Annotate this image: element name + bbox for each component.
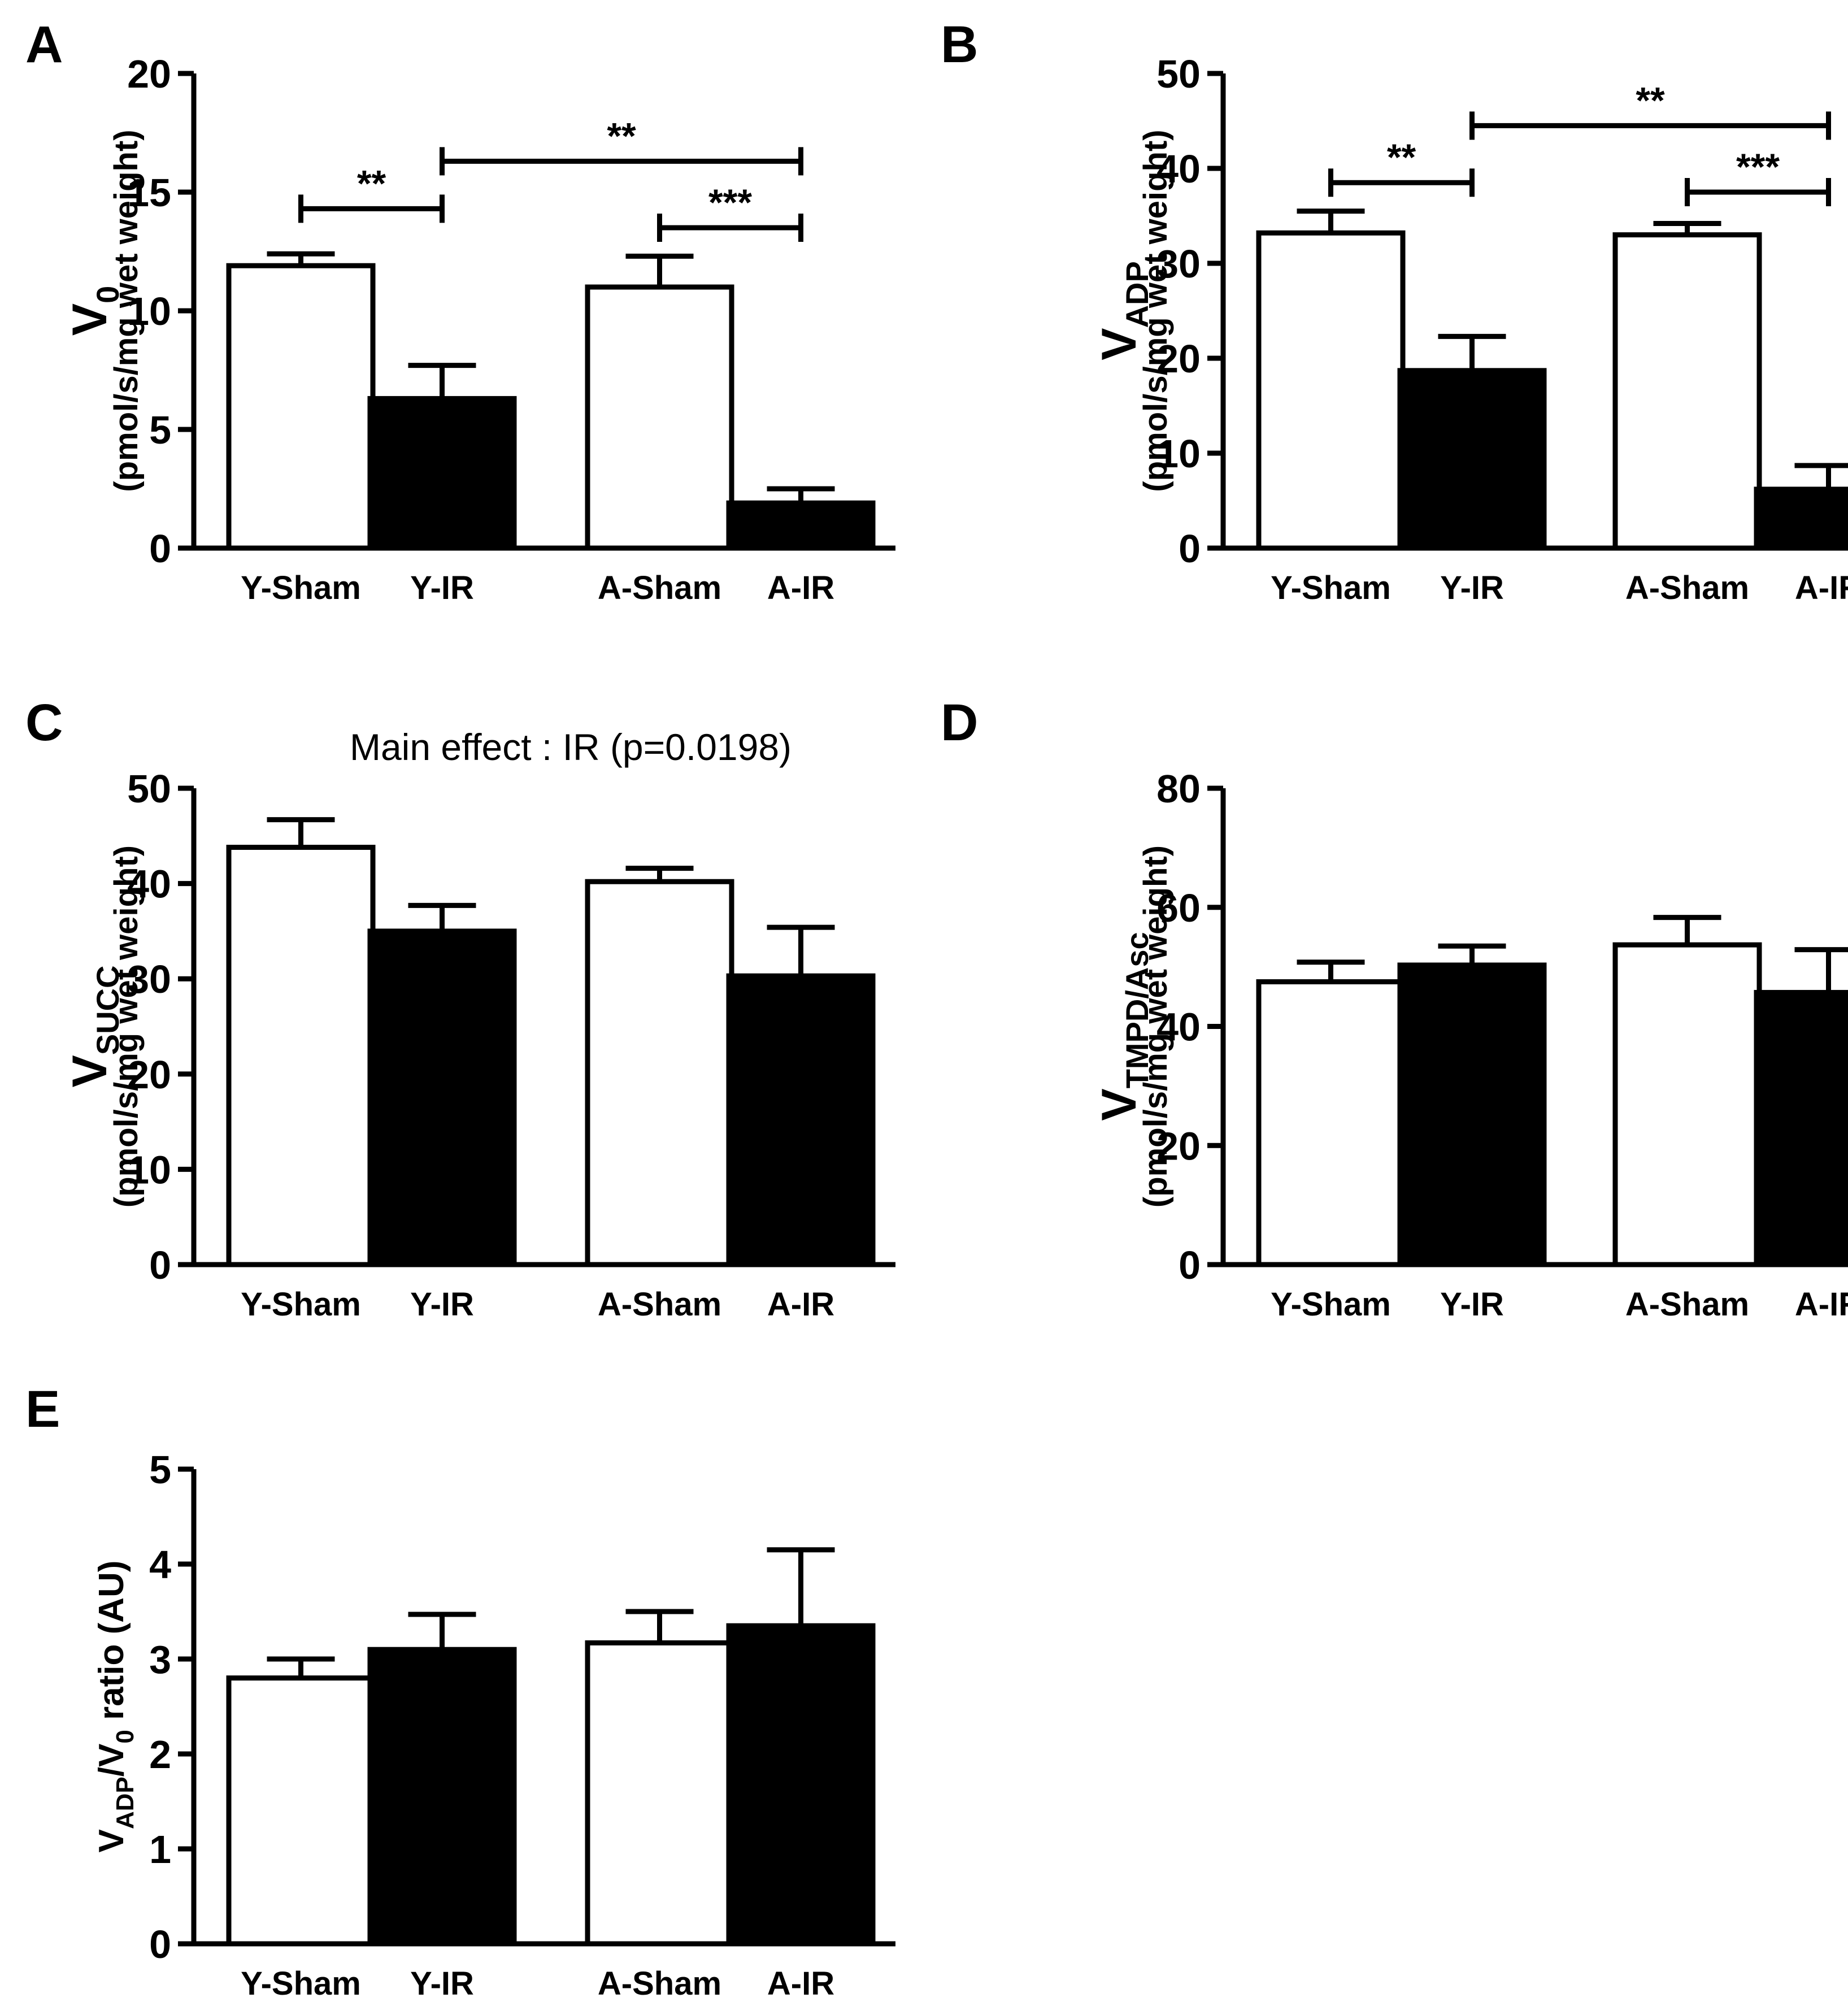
category-label: A-IR	[1795, 570, 1848, 606]
y-tick-label: 15	[127, 171, 171, 215]
bar	[1397, 368, 1547, 551]
y-tick-label: 50	[1156, 52, 1201, 96]
y-axis-label: VTMPD/Asc	[1092, 932, 1155, 1121]
category-label: Y-Sham	[1271, 1286, 1391, 1323]
y-tick-label: 10	[127, 1148, 171, 1192]
y-tick-label: 20	[127, 1053, 171, 1097]
category-label: Y-IR	[410, 1965, 474, 2002]
category-label: Y-IR	[410, 1286, 474, 1323]
panel-A: AY-Sham Y-IR A-Sham A-IR05101520*******V0(p…	[25, 16, 895, 606]
bar	[726, 973, 876, 1267]
y-tick-label: 0	[1179, 1243, 1201, 1287]
y-tick-label: 0	[149, 1922, 171, 1966]
bar	[1397, 962, 1547, 1267]
category-label: Y-Sham	[241, 570, 361, 606]
y-tick-label: 40	[127, 862, 171, 906]
category-label: Y-IR	[1440, 570, 1504, 606]
y-tick-label: 80	[1156, 767, 1201, 811]
category-label: A-IR	[767, 570, 834, 606]
y-tick-label: 40	[1156, 147, 1201, 191]
y-axis-units: (pmol/s/mg wet weight)	[1137, 845, 1174, 1208]
y-tick-label: 2	[149, 1732, 171, 1777]
y-tick-label: 20	[1156, 337, 1201, 381]
y-tick-label: 3	[149, 1638, 171, 1682]
panel-C: C Main effect : IR (p=0.0198) Y-Sham Y-IR A-…	[25, 694, 895, 1323]
y-axis-label: VSUCC	[63, 965, 125, 1087]
y-tick-label: 0	[149, 1243, 171, 1287]
category-label: A-Sham	[1625, 570, 1749, 606]
bar	[1754, 487, 1848, 551]
panel-B: BY-ShamY-IRA-ShamA-IR01020304050*******V…	[941, 16, 1848, 606]
y-tick-label: 50	[127, 767, 171, 811]
panel-letter: B	[941, 16, 978, 73]
y-axis-units: (pmol/s/mg wet weight)	[108, 845, 145, 1208]
y-tick-label: 40	[1156, 1005, 1201, 1049]
bar	[226, 263, 376, 551]
category-label: A-Sham	[598, 1965, 721, 2002]
bar	[1754, 989, 1848, 1267]
category-label: A-IR	[767, 1286, 834, 1323]
category-label: A-Sham	[598, 570, 721, 606]
bar	[367, 928, 517, 1267]
y-tick-label: 5	[149, 408, 171, 452]
panel-letter: C	[25, 694, 63, 752]
bar	[585, 1640, 734, 1947]
bar	[226, 1675, 376, 1947]
bar	[1612, 942, 1762, 1267]
significance-label: **	[1387, 136, 1416, 178]
panel-letter: D	[941, 694, 978, 752]
y-tick-label: 0	[1179, 527, 1201, 571]
y-tick-label: 60	[1156, 886, 1201, 930]
y-tick-label: 5	[149, 1448, 171, 1492]
significance-label: **	[357, 162, 386, 204]
y-tick-label: 4	[149, 1543, 171, 1587]
y-tick-label: 0	[149, 527, 171, 571]
category-label: A-Sham	[1625, 1286, 1749, 1323]
category-label: A-IR	[1795, 1286, 1848, 1323]
y-tick-label: 10	[127, 289, 171, 333]
y-axis-label: VADP	[1092, 261, 1155, 361]
category-label: A-IR	[767, 1965, 834, 2002]
significance-label: ***	[1736, 146, 1780, 188]
category-label: Y-Sham	[1271, 570, 1391, 606]
significance-label: **	[1636, 79, 1665, 121]
category-label: A-Sham	[598, 1286, 721, 1323]
bar	[367, 1647, 517, 1947]
category-label: Y-Sham	[241, 1286, 361, 1323]
panel-E: E Y-Sham Y-IR A-Sham A-IR 0 1 2 3 4 5 VADP/V0 ratio…	[25, 1380, 895, 2002]
bar	[1256, 230, 1406, 551]
bar	[585, 879, 734, 1267]
y-tick-label: 20	[127, 52, 171, 96]
bar	[726, 1623, 876, 1947]
y-tick-label: 20	[1156, 1124, 1201, 1168]
y-tick-label: 10	[1156, 432, 1201, 476]
bar	[726, 500, 876, 551]
panel-letter: E	[25, 1380, 60, 1438]
category-label: Y-Sham	[241, 1965, 361, 2002]
y-axis-label: V0	[63, 286, 125, 336]
panel-letter: A	[25, 16, 63, 73]
y-axis-units: (pmol/s/mg wet weight)	[1137, 129, 1174, 492]
panel-subtitle: Main effect : IR (p=0.0198)	[350, 726, 792, 768]
significance-label: ***	[708, 181, 752, 223]
significance-label: **	[607, 115, 636, 157]
y-tick-label: 30	[127, 957, 171, 1001]
y-axis-label: VADP/V0 ratio (AU)	[92, 1561, 139, 1853]
category-label: Y-IR	[1440, 1286, 1504, 1323]
bar	[1256, 979, 1406, 1267]
category-label: Y-IR	[410, 570, 474, 606]
panel-D: D Y-Sham Y-IR A-Sham A-IR 0 20 40 60 80 VTMPD/Asc(…	[941, 694, 1848, 1323]
bar	[585, 284, 734, 551]
y-tick-label: 30	[1156, 242, 1201, 286]
bar	[1612, 232, 1762, 551]
bar	[367, 396, 517, 551]
y-tick-label: 1	[149, 1827, 171, 1871]
bar	[226, 845, 376, 1267]
y-axis-units: (pmol/s/mg wet weight)	[108, 129, 145, 492]
